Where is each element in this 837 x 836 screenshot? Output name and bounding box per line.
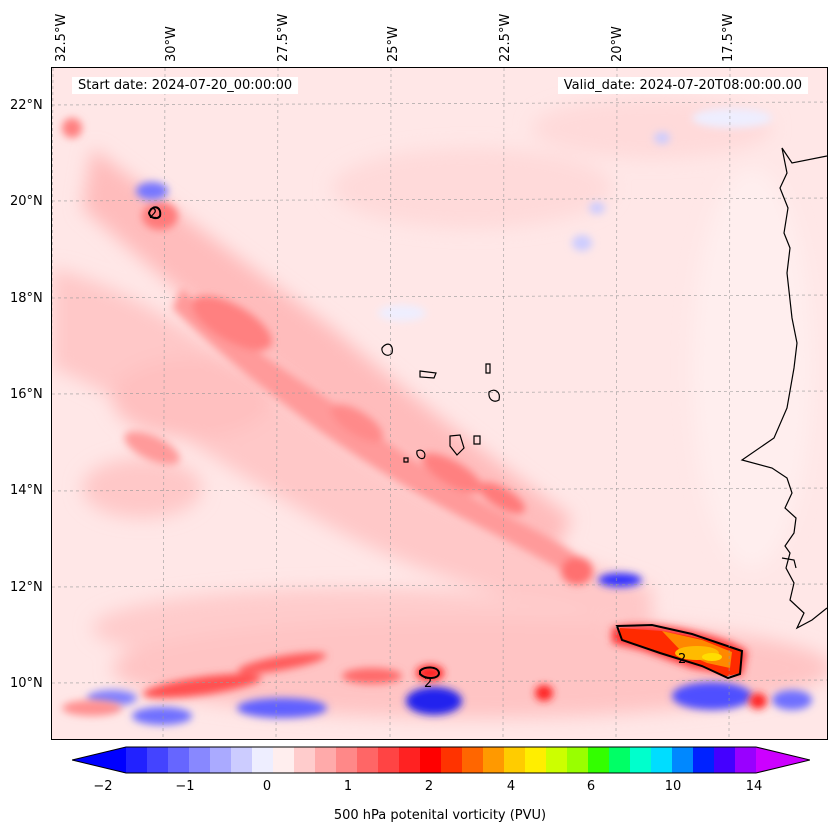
lat-label-10n: 10°N xyxy=(10,676,43,691)
colorbar-segment xyxy=(483,747,505,773)
colorbar-segment xyxy=(735,747,757,773)
pv-field-svg: 2 2 2 xyxy=(52,68,827,739)
contour-label-south: 2 xyxy=(424,676,432,691)
colorbar-segment xyxy=(504,747,526,773)
colorbar-segment xyxy=(315,747,337,773)
colorbar-segment xyxy=(525,747,547,773)
lon-label-25w: 25°W xyxy=(386,26,401,62)
contour-label-north: 2 xyxy=(149,207,157,222)
lon-label-27-5w: 27.5°W xyxy=(276,13,291,62)
pv-contour-major xyxy=(615,623,744,680)
colorbar-segment xyxy=(210,747,232,773)
contour-label-max: 2 xyxy=(678,652,686,667)
graticule xyxy=(52,68,827,739)
island-sao-nicolau xyxy=(419,370,437,379)
island-maio xyxy=(473,435,481,445)
colorbar xyxy=(72,746,810,774)
colorbar-tick-1: 1 xyxy=(343,779,353,794)
colorbar-segment xyxy=(588,747,610,773)
colorbar-segment xyxy=(693,747,715,773)
pv-map: 2 2 2 Start date: 2024-07-20_00:00:00 Va… xyxy=(51,67,828,740)
colorbar-segment xyxy=(231,747,253,773)
lat-label-16n: 16°N xyxy=(10,387,43,402)
colorbar-segment xyxy=(630,747,652,773)
colorbar-segment xyxy=(147,747,169,773)
colorbar-tick-4: 4 xyxy=(506,779,516,794)
colorbar-segment xyxy=(672,747,694,773)
lon-label-32-5w: 32.5°W xyxy=(54,13,69,62)
colorbar-tick-0: 0 xyxy=(262,779,272,794)
colorbar-segment xyxy=(336,747,358,773)
valid-date-label: Valid_date: 2024-07-20T08:00:00.00 xyxy=(557,77,808,94)
lon-label-22-5w: 22.5°W xyxy=(498,13,513,62)
colorbar-tick-6: 6 xyxy=(586,779,596,794)
island-santiago xyxy=(449,434,465,456)
island-fogo xyxy=(416,449,426,460)
lat-label-18n: 18°N xyxy=(10,291,43,306)
colorbar-segment xyxy=(546,747,568,773)
colorbar-segment xyxy=(462,747,484,773)
colorbar-segment xyxy=(651,747,673,773)
colorbar-tick-neg1: −1 xyxy=(175,779,195,794)
lon-label-30w: 30°W xyxy=(164,26,179,62)
lon-label-17-5w: 17.5°W xyxy=(721,13,736,62)
negative-pv-pockets xyxy=(87,108,812,725)
colorbar-tick-neg2: −2 xyxy=(93,779,113,794)
colorbar-tick-2: 2 xyxy=(424,779,434,794)
pv-contour-north xyxy=(147,206,162,220)
start-date-label: Start date: 2024-07-20_00:00:00 xyxy=(72,77,299,94)
lat-label-14n: 14°N xyxy=(10,483,43,498)
colorbar-label: 500 hPa potenital vorticity (PVU) xyxy=(333,808,547,823)
coastline xyxy=(381,147,827,630)
colorbar-extend-min xyxy=(72,747,126,773)
pv-maximum xyxy=(612,624,747,677)
colorbar-segment xyxy=(399,747,421,773)
colorbar-segment xyxy=(378,747,400,773)
colorbar-extend-max xyxy=(756,747,810,773)
colorbar-outline xyxy=(72,746,810,774)
lat-label-22n: 22°N xyxy=(10,98,43,113)
pv-southern-band xyxy=(62,652,767,716)
colorbar-segment xyxy=(714,747,736,773)
island-sal xyxy=(485,363,491,374)
colorbar-segment xyxy=(357,747,379,773)
lat-label-12n: 12°N xyxy=(10,580,43,595)
island-brava xyxy=(403,457,409,463)
pv-2-contours xyxy=(147,206,744,680)
colorbar-segment xyxy=(567,747,589,773)
lon-label-20w: 20°W xyxy=(610,26,625,62)
island-boa-vista xyxy=(488,389,500,402)
colorbar-segment xyxy=(168,747,190,773)
colorbar-tick-10: 10 xyxy=(664,779,682,794)
colorbar-segment xyxy=(189,747,211,773)
pv-contour-small-south xyxy=(419,666,441,679)
colorbar-segment xyxy=(609,747,631,773)
colorbar-tick-14: 14 xyxy=(745,779,763,794)
colorbar-segment xyxy=(441,747,463,773)
lat-label-20n: 20°N xyxy=(10,194,43,209)
colorbar-segment xyxy=(252,747,274,773)
colorbar-segment xyxy=(420,747,442,773)
colorbar-segment xyxy=(126,747,148,773)
colorbar-segment xyxy=(273,747,295,773)
island-santo-antao xyxy=(381,343,393,356)
colorbar-segment xyxy=(294,747,316,773)
